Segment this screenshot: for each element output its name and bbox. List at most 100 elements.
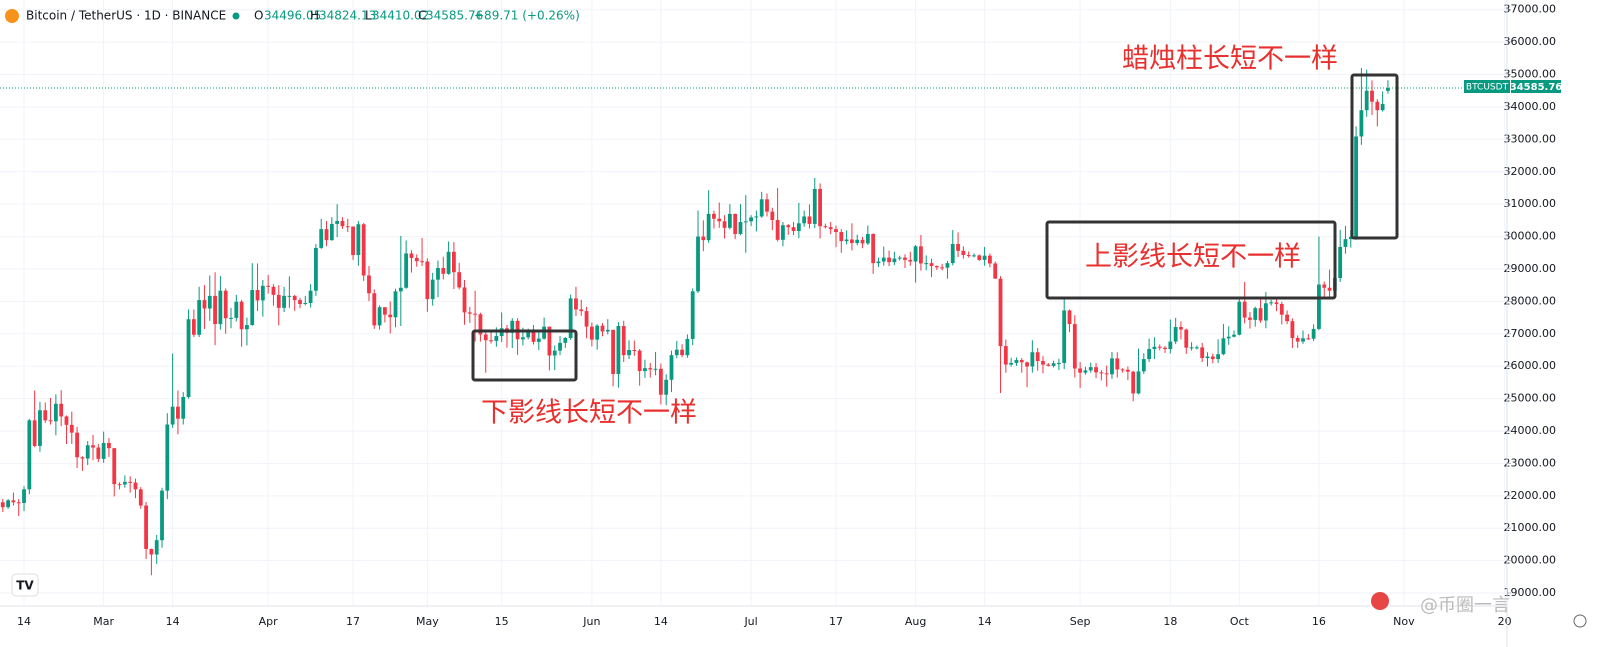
candle-body	[1322, 284, 1327, 288]
candle-body	[1041, 361, 1045, 365]
x-tick-label: 16	[1312, 615, 1326, 628]
candle-body	[1062, 310, 1067, 363]
candle-body	[998, 278, 1003, 347]
candle-body	[292, 295, 297, 301]
candle-body	[1354, 136, 1358, 237]
candle-body	[1338, 246, 1343, 279]
candle-body	[430, 279, 435, 300]
candle-body	[1279, 303, 1284, 315]
candle-body	[22, 489, 26, 503]
candle-body	[696, 236, 700, 292]
candle-body	[53, 403, 58, 422]
candle-body	[1025, 362, 1029, 367]
candle-body	[749, 217, 753, 222]
candle-body	[1263, 303, 1268, 321]
x-tick-label: Jun	[582, 615, 600, 628]
candle-body	[122, 481, 127, 485]
ohlc-label: L	[365, 9, 372, 23]
candle-body	[765, 199, 769, 212]
candle-body	[1200, 347, 1205, 359]
y-tick-label: 30000.00	[1504, 230, 1557, 243]
candle-body	[436, 268, 440, 280]
candle-body	[329, 223, 334, 241]
x-tick-label: 14	[654, 615, 668, 628]
candle-body	[531, 329, 536, 342]
candle-body	[27, 420, 32, 490]
candle-body	[855, 239, 860, 244]
x-tick-label: 14	[166, 615, 180, 628]
candle-body	[781, 225, 785, 240]
candle-body	[1104, 373, 1109, 375]
candle-body	[552, 350, 557, 356]
candle-body	[1120, 369, 1125, 371]
candle-body	[367, 275, 371, 294]
x-tick-label: 17	[829, 615, 843, 628]
candle-body	[1003, 346, 1008, 365]
candle-body	[117, 484, 122, 486]
tv-logo	[11, 573, 39, 597]
candle-body	[467, 312, 472, 314]
candle-body	[1078, 368, 1083, 373]
annotation: 蜡烛柱长短不一样	[1122, 44, 1338, 75]
y-tick-label: 33000.00	[1504, 132, 1557, 145]
watermark: @币圈一言	[1420, 595, 1510, 616]
candle-body	[1115, 358, 1120, 370]
candle-body	[919, 246, 923, 264]
candle-body	[218, 290, 223, 325]
candle-body	[48, 420, 53, 422]
candle-body	[133, 482, 138, 490]
candle-body	[791, 227, 796, 232]
candle-body	[770, 211, 775, 221]
ohlc-label: O	[254, 9, 263, 23]
candle-body	[589, 326, 594, 340]
candle-body	[207, 295, 212, 309]
candle-body	[425, 261, 430, 300]
candle-body	[1046, 364, 1051, 366]
annotation-box	[471, 329, 578, 382]
candle-body	[1258, 308, 1263, 321]
candle-body	[637, 350, 642, 372]
candle-body	[584, 311, 589, 327]
candle-body	[1317, 284, 1321, 329]
candle-body	[398, 287, 403, 292]
candle-body	[568, 298, 573, 338]
candle-body	[669, 355, 674, 380]
candle-body	[1173, 326, 1178, 342]
tv-logo-text: TV	[16, 579, 34, 593]
candle-body	[1099, 372, 1104, 374]
candle-body	[1348, 236, 1353, 240]
candle-body	[982, 255, 987, 260]
x-tick-label: Mar	[93, 615, 114, 628]
candle-body	[547, 326, 552, 356]
y-tick-label: 36000.00	[1504, 35, 1557, 48]
candle-body	[775, 220, 780, 240]
candle-body	[388, 314, 393, 318]
candle-body	[1094, 367, 1098, 373]
annotation-box	[1045, 220, 1337, 300]
candle-body	[717, 218, 722, 222]
candle-body	[335, 221, 340, 224]
x-tick-label: 14	[978, 615, 992, 628]
candle-body	[457, 272, 462, 288]
candle-body	[844, 239, 849, 242]
candle-body	[80, 457, 85, 459]
candle-body	[1269, 302, 1274, 304]
candle-body	[478, 314, 483, 335]
candle-body	[1274, 302, 1279, 304]
candle-body	[1253, 308, 1258, 320]
settings-icon	[1573, 614, 1587, 628]
candle-body	[234, 301, 239, 318]
candle-body	[229, 317, 233, 319]
candle-body	[255, 290, 260, 301]
change: +89.71 (+0.26%)	[474, 9, 580, 23]
candle-body	[1067, 310, 1072, 325]
candle-body	[727, 213, 732, 228]
candle-body	[1205, 356, 1210, 359]
candle-body	[1035, 352, 1040, 362]
candle-body	[1168, 341, 1173, 350]
candle-body	[1056, 362, 1061, 364]
candle-body	[1210, 356, 1215, 360]
candle-body	[966, 255, 971, 257]
y-tick-label: 19000.00	[1504, 586, 1557, 599]
candle-body	[223, 290, 228, 319]
